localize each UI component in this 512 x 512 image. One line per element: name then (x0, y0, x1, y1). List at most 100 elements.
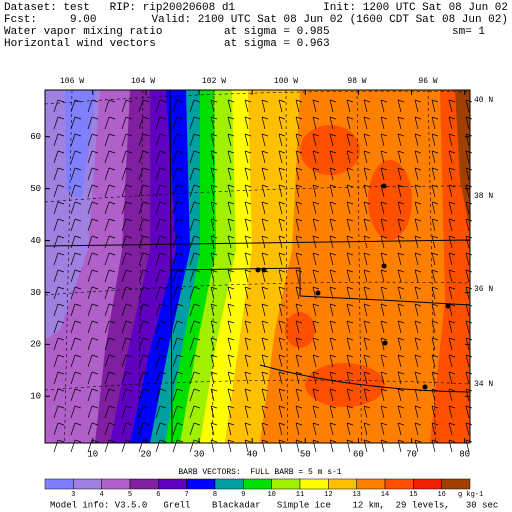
wind-barb (414, 286, 422, 300)
colorbar-label: 3 (71, 491, 75, 499)
wind-barb (261, 167, 269, 181)
wind-barb (244, 422, 252, 436)
overlay (44, 89, 473, 453)
wind-barb (312, 337, 320, 351)
wind-barb (261, 320, 269, 334)
wind-barb (121, 167, 133, 181)
wind-barb (431, 422, 439, 436)
wind-barb (295, 133, 303, 147)
colorbar-label: 9 (241, 491, 245, 499)
wind-barb (380, 286, 388, 300)
wind-barb (121, 218, 133, 232)
wind-barb (261, 354, 269, 368)
wind-barb (414, 167, 422, 181)
wind-barb (138, 269, 150, 283)
wind-barb (70, 235, 82, 249)
colorbar-units: g kg-1 (458, 491, 483, 499)
wind-barb (329, 201, 337, 215)
wind-barb (431, 116, 439, 130)
wind-barb (70, 252, 82, 266)
wind-barb (278, 286, 286, 300)
wind-barb (70, 337, 82, 351)
wind-barb (261, 422, 269, 436)
colorbar-box (441, 478, 471, 490)
wind-barb (227, 388, 235, 402)
colorbar-box (101, 478, 131, 490)
colorbar-box (73, 478, 102, 490)
wind-barb (329, 320, 337, 334)
wind-barb (363, 167, 371, 181)
wind-barb (172, 286, 184, 300)
wind-barb (295, 388, 303, 402)
wind-barb (244, 337, 252, 351)
wind-barb (329, 133, 337, 147)
wind-barb (244, 184, 252, 198)
wind-barb (448, 388, 456, 402)
wind-barb (155, 116, 167, 130)
wind-barb (210, 150, 218, 164)
wind-barb (121, 133, 133, 147)
wind-barb (138, 133, 150, 147)
wind-barb (227, 371, 235, 385)
wind-barb (465, 439, 473, 453)
wind-barb (431, 150, 439, 164)
wind-barb (380, 405, 388, 419)
longitude-label: 106 W (60, 77, 84, 86)
wind-barb (363, 371, 371, 385)
wind-barb (210, 371, 218, 385)
wind-barb (172, 422, 184, 436)
wind-barb (346, 422, 354, 436)
wind-barb (346, 116, 354, 130)
wind-barb (465, 184, 473, 198)
wind-barb (244, 388, 252, 402)
wind-barb (465, 167, 473, 181)
city (315, 290, 321, 296)
wind-barb (465, 252, 473, 266)
wind-barb (414, 371, 422, 385)
wind-barb (329, 99, 337, 113)
wind-barb (53, 337, 65, 351)
wind-barb (465, 354, 473, 368)
wind-barb (397, 150, 405, 164)
wind-barb (261, 116, 269, 130)
wind-barb (121, 252, 133, 266)
wind-barb (104, 371, 116, 385)
wind-barb (172, 184, 184, 198)
wind-barb (465, 218, 473, 232)
wind-barb (189, 405, 201, 419)
field (45, 90, 470, 443)
wind-barb (363, 269, 371, 283)
wind-barb (414, 422, 422, 436)
wind-barb (414, 235, 422, 249)
wind-barb (312, 405, 320, 419)
valid-time: Valid: 2100 UTC Sat 08 Jun 02 (1600 CDT … (152, 14, 508, 26)
wind-barb (155, 150, 167, 164)
wind-barb (104, 354, 116, 368)
wind-barb (121, 201, 133, 215)
wind-barb (104, 337, 116, 351)
wind-barb (312, 371, 320, 385)
colorbar-label: 16 (437, 491, 445, 499)
wind-barb (87, 201, 99, 215)
wind-barb (346, 218, 354, 232)
wind-barb (329, 150, 337, 164)
model-info: Model info: V3.5.0 Grell Blackadar Simpl… (50, 500, 498, 510)
wind-barb (121, 116, 133, 130)
forecast: Fcst: 9.00 (4, 14, 96, 26)
wind-barb (155, 99, 167, 113)
wind-barb (278, 99, 286, 113)
wind-barb (465, 371, 473, 385)
longitude-line (427, 89, 436, 444)
wind-barb (87, 150, 99, 164)
wind-barb (172, 201, 184, 215)
wind-barb (244, 201, 252, 215)
wind-barb (295, 201, 303, 215)
wind-barb (172, 388, 184, 402)
wind-barb (363, 388, 371, 402)
latitude-label: 34 N (474, 380, 493, 389)
wind-barb (278, 133, 286, 147)
wind-barb (189, 133, 201, 147)
wind-barb (155, 167, 167, 181)
wind-barb (278, 184, 286, 198)
wind-barb (380, 354, 388, 368)
